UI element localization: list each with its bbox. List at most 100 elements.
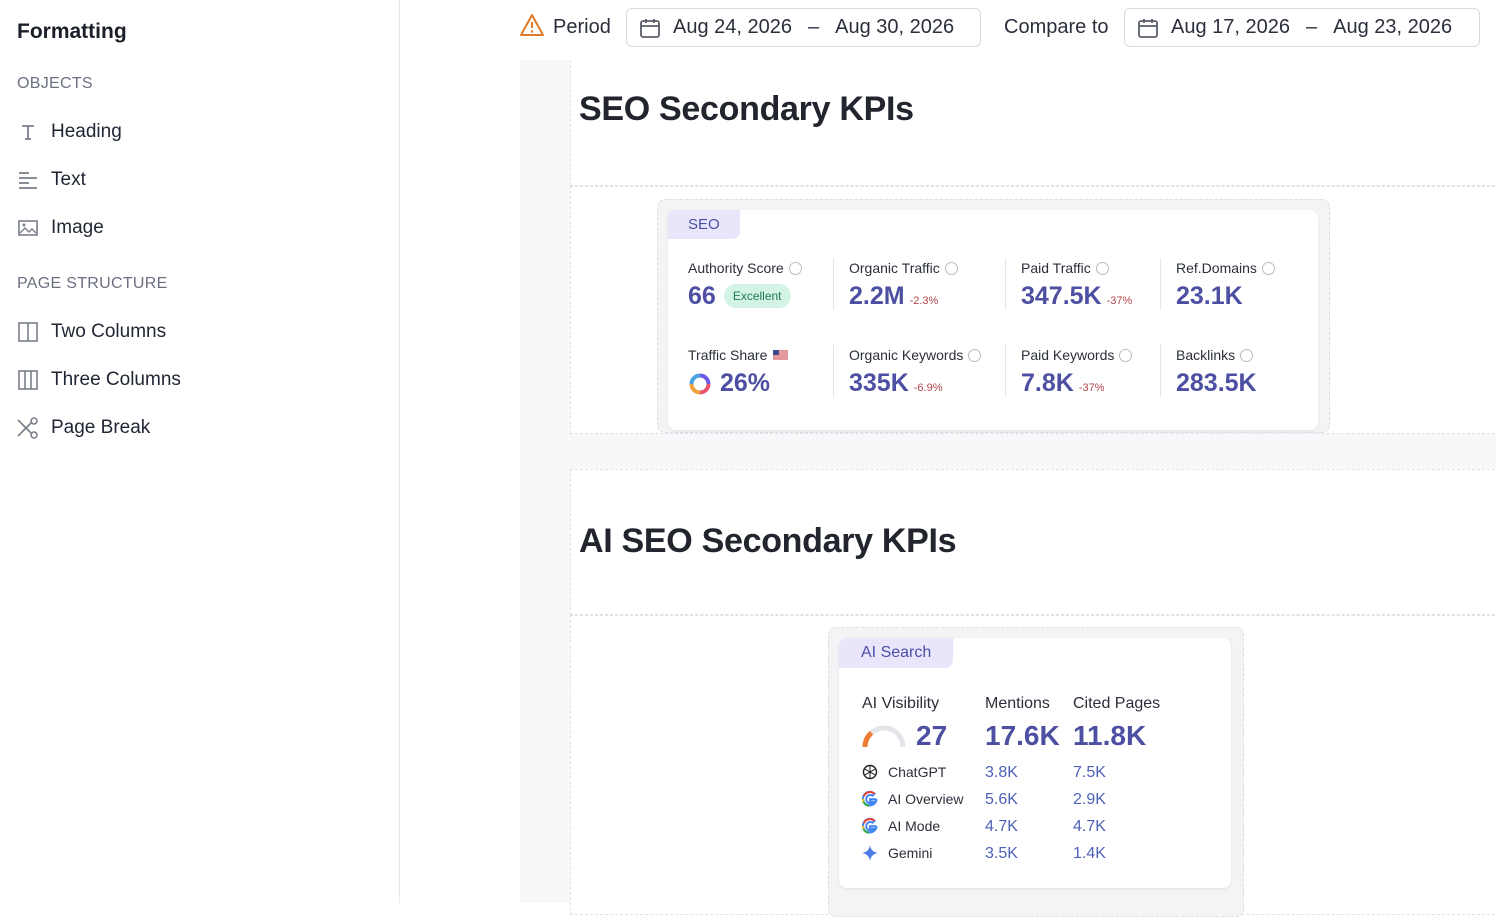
kpi-traffic-share: Traffic Share	[688, 347, 789, 398]
period-end: Aug 30, 2026	[835, 16, 955, 38]
divider	[1160, 258, 1161, 310]
gemini-mentions: 3.5K	[985, 845, 1018, 862]
warning-icon	[519, 13, 545, 42]
ai-card-frame[interactable]: AI Search AI Visibility Mentions Cited P…	[828, 627, 1244, 917]
calendar-icon	[1137, 17, 1159, 39]
kpi-value: 66	[688, 282, 716, 310]
info-icon[interactable]	[968, 348, 982, 362]
formatting-sidebar: Formatting OBJECTS Heading Text Image PA…	[0, 0, 400, 903]
objects-header: OBJECTS	[17, 75, 93, 92]
info-icon[interactable]	[788, 261, 802, 275]
kpi-authority-score: Authority Score 66 Excellent	[688, 260, 802, 312]
ai-visibility-label: AI Visibility	[862, 695, 940, 712]
divider	[1005, 345, 1006, 397]
kpi-delta: -37%	[1078, 382, 1105, 394]
chatgpt-mentions: 3.8K	[985, 764, 1018, 781]
info-icon[interactable]	[1261, 261, 1275, 275]
period-label: Period	[553, 16, 611, 38]
status-badge: Excellent	[723, 284, 791, 308]
period-date-range[interactable]: Aug 24, 2026 – Aug 30, 2026	[626, 8, 981, 47]
compare-date-range[interactable]: Aug 17, 2026 – Aug 23, 2026	[1124, 8, 1480, 47]
kpi-value: 7.8K	[1021, 369, 1074, 397]
mentions-total: 17.6K	[985, 720, 1060, 751]
kpi-value: 26%	[720, 369, 771, 397]
google-icon	[860, 789, 880, 809]
heading-icon	[16, 120, 40, 144]
cited-pages-label: Cited Pages	[1073, 695, 1161, 712]
ai-search-card: AI Search AI Visibility Mentions Cited P…	[839, 638, 1231, 888]
divider	[833, 258, 834, 310]
sidebar-item-label: Page Break	[51, 417, 151, 438]
chatgpt-cited: 7.5K	[1073, 764, 1106, 781]
ai-overview-cited: 2.9K	[1073, 791, 1106, 808]
sidebar-item-image[interactable]: Image	[16, 212, 104, 244]
sidebar-item-heading[interactable]: Heading	[16, 116, 122, 148]
scissors-icon	[16, 416, 40, 440]
cited-pages-total: 11.8K	[1073, 720, 1147, 751]
sidebar-item-label: Heading	[51, 121, 122, 142]
sidebar-item-text[interactable]: Text	[16, 164, 86, 196]
sidebar-title: Formatting	[17, 20, 127, 43]
kpi-name: Paid Keywords	[1021, 347, 1115, 363]
kpi-organic-traffic: Organic Traffic 2.2M -2.3%	[849, 260, 958, 311]
info-icon[interactable]	[1240, 348, 1254, 362]
kpi-name: Organic Keywords	[849, 347, 964, 363]
date-toolbar: Period Aug 24, 2026 – Aug 30, 2026 Compa…	[400, 0, 1496, 58]
kpi-name: Authority Score	[688, 260, 784, 276]
report-editor: Period Aug 24, 2026 – Aug 30, 2026 Compa…	[400, 0, 1496, 917]
mentions-label: Mentions	[985, 695, 1050, 712]
seo-section-title: SEO Secondary KPIs	[579, 90, 914, 128]
us-flag-icon	[773, 350, 789, 360]
divider	[1005, 258, 1006, 310]
compare-start: Aug 17, 2026	[1171, 16, 1290, 38]
google-icon	[860, 816, 880, 836]
seo-tag: SEO	[668, 210, 740, 239]
ai-mode-mentions: 4.7K	[985, 818, 1018, 835]
kpi-paid-keywords: Paid Keywords 7.8K -37%	[1021, 347, 1133, 398]
ai-seo-heading-block[interactable]: AI SEO Secondary KPIs	[570, 469, 1496, 615]
platform-name: AI Overview	[888, 791, 964, 807]
kpi-name: Ref.Domains	[1176, 260, 1257, 276]
info-icon[interactable]	[1095, 261, 1109, 275]
chatgpt-icon	[860, 762, 880, 782]
kpi-backlinks: Backlinks 283.5K	[1176, 347, 1257, 398]
ai-mode-cited: 4.7K	[1073, 818, 1106, 835]
sidebar-item-page-break[interactable]: Page Break	[16, 412, 150, 444]
kpi-organic-keywords: Organic Keywords 335K -6.9%	[849, 347, 982, 398]
info-icon[interactable]	[1119, 348, 1133, 362]
seo-heading-block[interactable]: SEO Secondary KPIs	[570, 60, 1496, 186]
ai-visibility-value: 27	[916, 720, 948, 751]
sidebar-item-label: Image	[51, 217, 104, 238]
ai-search-tag: AI Search	[839, 638, 954, 668]
range-dash: –	[808, 16, 820, 38]
ai-overview-mentions: 5.6K	[985, 791, 1018, 808]
gemini-cited: 1.4K	[1073, 845, 1106, 862]
kpi-value: 335K	[849, 369, 909, 397]
range-dash: –	[1306, 16, 1318, 38]
platform-row-gemini: Gemini	[860, 843, 932, 863]
kpi-name: Organic Traffic	[849, 260, 940, 276]
kpi-value: 2.2M	[849, 282, 905, 310]
kpi-name: Backlinks	[1176, 347, 1236, 363]
platform-row-ai-overview: AI Overview	[860, 789, 963, 809]
kpi-value: 23.1K	[1176, 282, 1243, 310]
period-start: Aug 24, 2026	[673, 16, 792, 38]
text-icon	[16, 168, 40, 192]
donut-icon	[688, 372, 712, 396]
ai-seo-widget-block: AI Search AI Visibility Mentions Cited P…	[570, 615, 1496, 917]
platform-row-ai-mode: AI Mode	[860, 816, 940, 836]
seo-card-frame[interactable]: SEO Authority Score 66 Excellent Organic …	[657, 199, 1330, 433]
kpi-value: 283.5K	[1176, 369, 1257, 397]
kpi-name: Traffic Share	[688, 347, 768, 363]
sidebar-item-three-columns[interactable]: Three Columns	[16, 364, 181, 396]
sidebar-item-label: Three Columns	[51, 369, 181, 390]
sidebar-item-two-columns[interactable]: Two Columns	[16, 316, 166, 348]
two-columns-icon	[16, 320, 40, 344]
compare-label: Compare to	[1004, 16, 1109, 38]
three-columns-icon	[16, 368, 40, 392]
platform-row-chatgpt: ChatGPT	[860, 762, 946, 782]
page-structure-header: PAGE STRUCTURE	[17, 275, 168, 292]
platform-name: AI Mode	[888, 818, 941, 834]
info-icon[interactable]	[944, 261, 958, 275]
platform-name: ChatGPT	[888, 764, 947, 780]
